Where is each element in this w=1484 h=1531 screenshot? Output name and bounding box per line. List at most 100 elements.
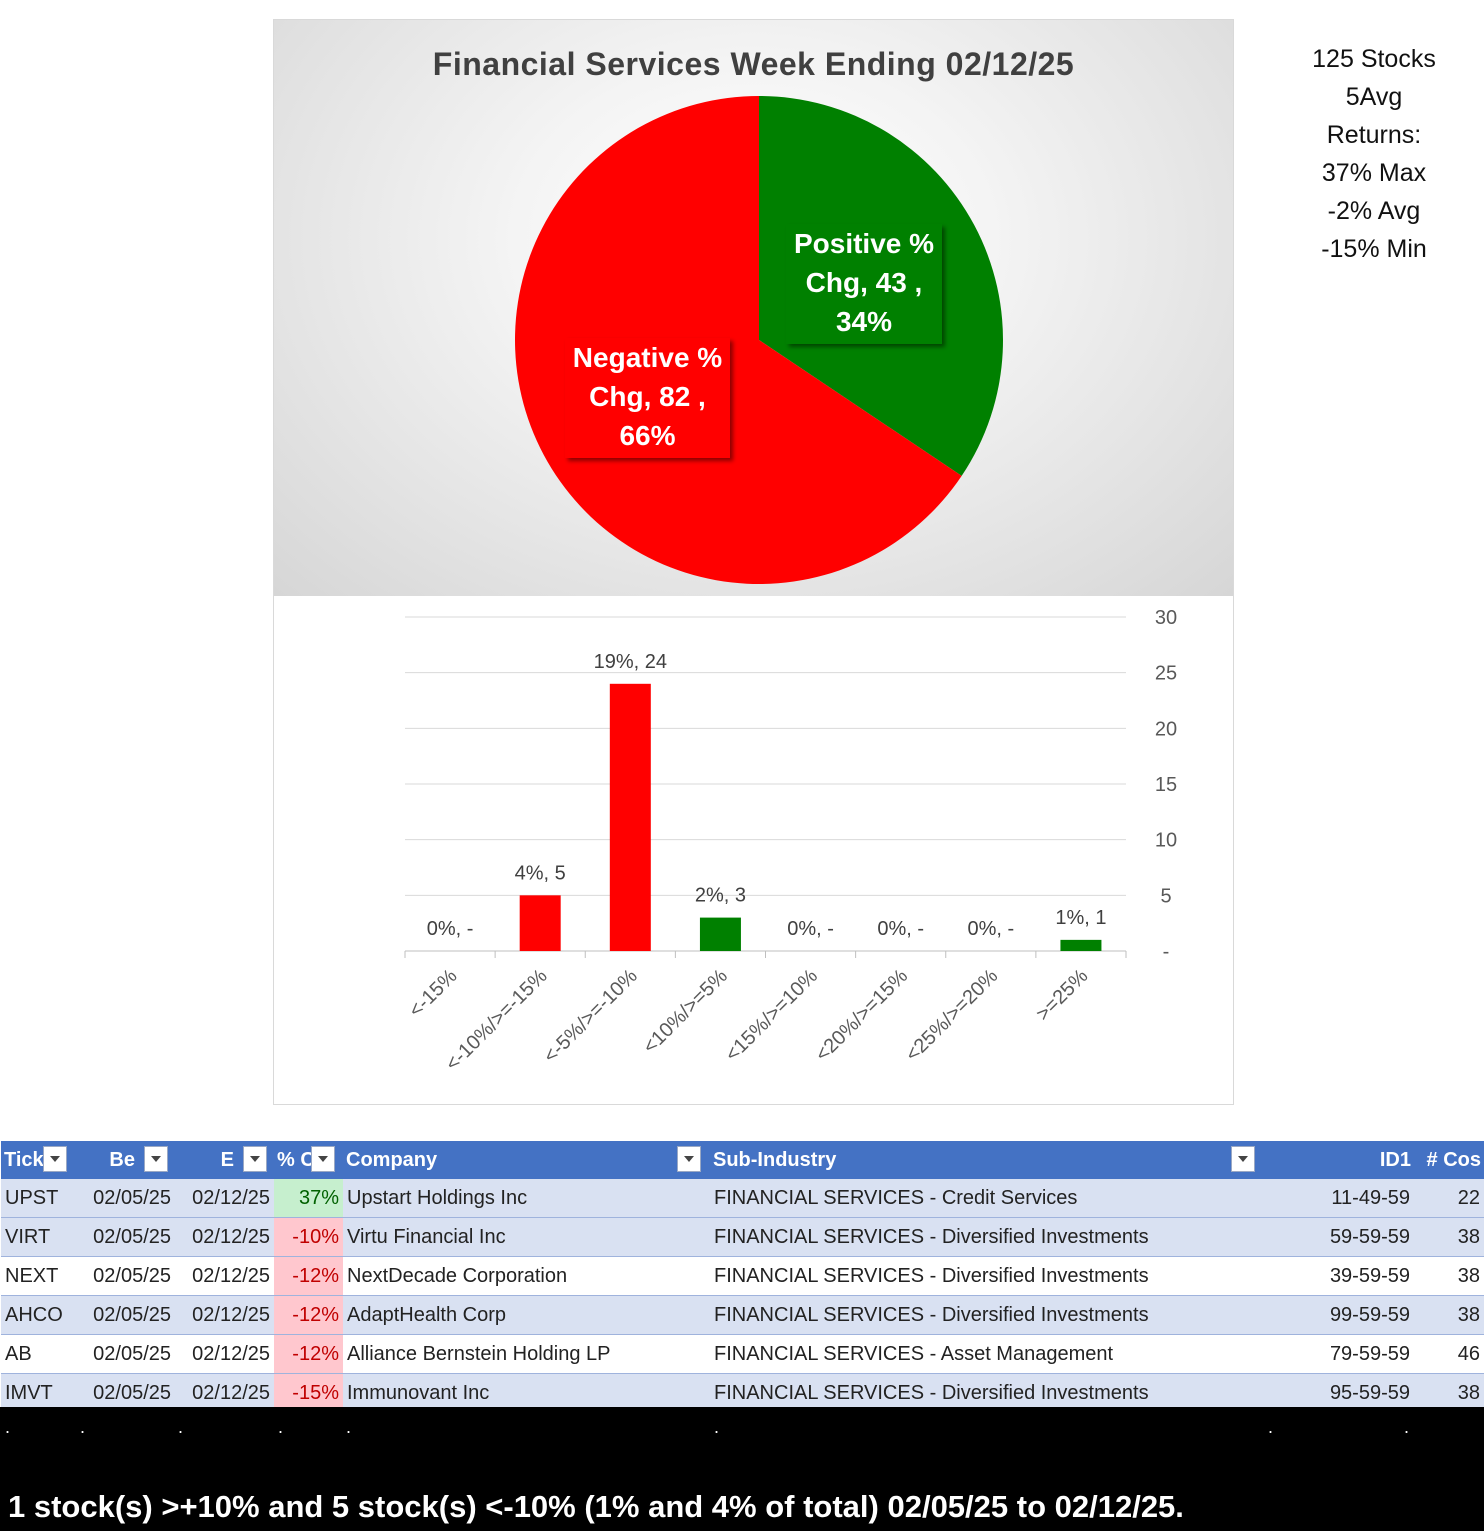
cell-company: AdaptHealth Corp <box>343 1295 710 1335</box>
cell-begin-date: 02/05/25 <box>77 1256 175 1296</box>
col-header-sub-industry[interactable]: Sub-Industry <box>710 1141 1274 1179</box>
cell-ticker: NEXT <box>1 1256 77 1296</box>
table-row[interactable]: NEXT 02/05/25 02/12/25 -12% NextDecade C… <box>1 1256 1484 1296</box>
table-row[interactable]: IMVT 02/05/25 02/12/25 -15% Immunovant I… <box>1 1373 1484 1413</box>
cell-id1: 59-59-59 <box>1274 1217 1414 1257</box>
x-category-label: <10%/>=5% <box>639 965 732 1058</box>
positive-slice-label: Positive % Chg, 43 , 34% <box>786 224 942 344</box>
cell-sub-industry: FINANCIAL SERVICES - Diversified Investm… <box>710 1256 1274 1296</box>
cell-pct-change: -10% <box>274 1217 343 1257</box>
cell-end-date: 02/12/25 <box>175 1295 274 1335</box>
footer-band: . . . . . . . . 1 stock(s) >+10% and 5 s… <box>0 1407 1484 1531</box>
positive-label-line-1: Positive % <box>793 228 935 259</box>
filter-dropdown-icon[interactable] <box>243 1146 267 1172</box>
cell-begin-date: 02/05/25 <box>77 1373 175 1413</box>
bar-chart-panel: -5 10 15 20 25 30 0%, - <-15% 4%, 5 <-10%/>=-15% 1… <box>273 596 1234 1105</box>
x-category-label: <20%/>=15% <box>811 965 912 1066</box>
table-row[interactable]: AB 02/05/25 02/12/25 -12% Alliance Berns… <box>1 1334 1484 1374</box>
bar-data-label: 0%, - <box>967 918 1014 940</box>
cell-pct-change: -15% <box>274 1373 343 1413</box>
footer-dot: . <box>1404 1417 1410 1437</box>
cell-id1: 79-59-59 <box>1274 1334 1414 1374</box>
cell-company: Immunovant Inc <box>343 1373 710 1413</box>
x-category-label: <15%/>=10% <box>721 965 822 1066</box>
cell-end-date: 02/12/25 <box>175 1179 274 1218</box>
cell-begin-date: 02/05/25 <box>77 1217 175 1257</box>
cell-id1: 39-59-59 <box>1274 1256 1414 1296</box>
cell-pct-change: -12% <box>274 1256 343 1296</box>
stats-line-min: -15% Min <box>1321 235 1427 263</box>
y-tick-label: 30 <box>1155 607 1177 629</box>
x-category-label: >=25% <box>1032 965 1093 1026</box>
negative-label-line-1: Negative % <box>572 342 723 373</box>
negative-label-line-3: 66% <box>619 420 676 451</box>
y-tick-label: 15 <box>1155 774 1177 796</box>
col-header-company[interactable]: Company <box>343 1141 710 1179</box>
col-header-end[interactable]: E <box>175 1141 274 1179</box>
cell-num-cos: 46 <box>1414 1334 1484 1374</box>
cell-num-cos: 38 <box>1414 1373 1484 1413</box>
positive-label-line-3: 34% <box>835 306 893 337</box>
cell-begin-date: 02/05/25 <box>77 1334 175 1374</box>
bar-data-label: 4%, 5 <box>515 862 566 884</box>
x-category-label: <25%/>=20% <box>901 965 1002 1066</box>
cell-sub-industry: FINANCIAL SERVICES - Credit Services <box>710 1179 1274 1218</box>
summary-stats: 125 Stocks 5Avg Returns: 37% Max -2% Avg… <box>1300 40 1448 268</box>
cell-ticker: IMVT <box>1 1373 77 1413</box>
x-category-label: <-5%/>=-10% <box>539 965 642 1068</box>
stock-table: Tick Be E % C Company Sub-Industry ID1 #… <box>1 1141 1484 1413</box>
bar <box>519 895 561 951</box>
pie-chart-title: Financial Services Week Ending 02/12/25 <box>432 46 1075 82</box>
stats-line-max: 37% Max <box>1321 159 1427 187</box>
filter-dropdown-icon[interactable] <box>144 1146 168 1172</box>
col-header-ticker[interactable]: Tick <box>1 1141 77 1179</box>
cell-num-cos: 38 <box>1414 1217 1484 1257</box>
bar-data-label: 0%, - <box>787 918 834 940</box>
filter-dropdown-icon[interactable] <box>43 1146 67 1172</box>
positive-label-line-2: Chg, 43 , <box>805 267 923 298</box>
table-row[interactable]: UPST 02/05/25 02/12/25 37% Upstart Holdi… <box>1 1179 1484 1218</box>
cell-pct-change: -12% <box>274 1295 343 1335</box>
filter-dropdown-icon[interactable] <box>677 1146 701 1172</box>
cell-sub-industry: FINANCIAL SERVICES - Diversified Investm… <box>710 1295 1274 1335</box>
col-header-id1[interactable]: ID1 <box>1274 1141 1414 1179</box>
cell-ticker: UPST <box>1 1179 77 1218</box>
col-header-num-cos[interactable]: # Cos <box>1414 1141 1484 1179</box>
col-header-begin[interactable]: Be <box>77 1141 175 1179</box>
cell-begin-date: 02/05/25 <box>77 1295 175 1335</box>
pie-slice-negative <box>514 96 962 584</box>
col-header-pct-change[interactable]: % C <box>274 1141 343 1179</box>
cell-num-cos: 22 <box>1414 1179 1484 1218</box>
filter-dropdown-icon[interactable] <box>311 1146 335 1172</box>
cell-ticker: VIRT <box>1 1217 77 1257</box>
cell-pct-change: -12% <box>274 1334 343 1374</box>
cell-begin-date: 02/05/25 <box>77 1179 175 1218</box>
summary-text: 1 stock(s) >+10% and 5 stock(s) <-10% (1… <box>8 1489 1184 1524</box>
footer-dot: . <box>346 1417 352 1437</box>
negative-slice-label: Negative % Chg, 82 , 66% <box>565 338 730 458</box>
cell-sub-industry: FINANCIAL SERVICES - Diversified Investm… <box>710 1217 1274 1257</box>
cell-sub-industry: FINANCIAL SERVICES - Diversified Investm… <box>710 1373 1274 1413</box>
footer-dot: . <box>278 1417 284 1437</box>
cell-ticker: AB <box>1 1334 77 1374</box>
bar <box>1060 939 1102 951</box>
footer-dot-row: . . . . . . . . <box>0 1407 1484 1447</box>
stats-line-stock-count: 125 Stocks <box>1312 45 1436 73</box>
table-row[interactable]: AHCO 02/05/25 02/12/25 -12% AdaptHealth … <box>1 1295 1484 1335</box>
bar-data-label: 1%, 1 <box>1055 907 1106 929</box>
y-tick-label: - <box>1163 941 1170 963</box>
y-tick-label: 5 <box>1160 885 1171 907</box>
footer-dot: . <box>1268 1417 1274 1437</box>
bar-data-label: 0%, - <box>427 918 474 940</box>
filter-dropdown-icon[interactable] <box>1231 1146 1255 1172</box>
table-header-row: Tick Be E % C Company Sub-Industry ID1 #… <box>1 1141 1484 1179</box>
cell-sub-industry: FINANCIAL SERVICES - Asset Management <box>710 1334 1274 1374</box>
x-category-label: <-15% <box>405 965 462 1022</box>
cell-id1: 99-59-59 <box>1274 1295 1414 1335</box>
bar-data-label: 19%, 24 <box>594 651 667 673</box>
table-row[interactable]: VIRT 02/05/25 02/12/25 -10% Virtu Financ… <box>1 1217 1484 1257</box>
footer-dot: . <box>714 1417 720 1437</box>
cell-company: Virtu Financial Inc <box>343 1217 710 1257</box>
cell-id1: 95-59-59 <box>1274 1373 1414 1413</box>
